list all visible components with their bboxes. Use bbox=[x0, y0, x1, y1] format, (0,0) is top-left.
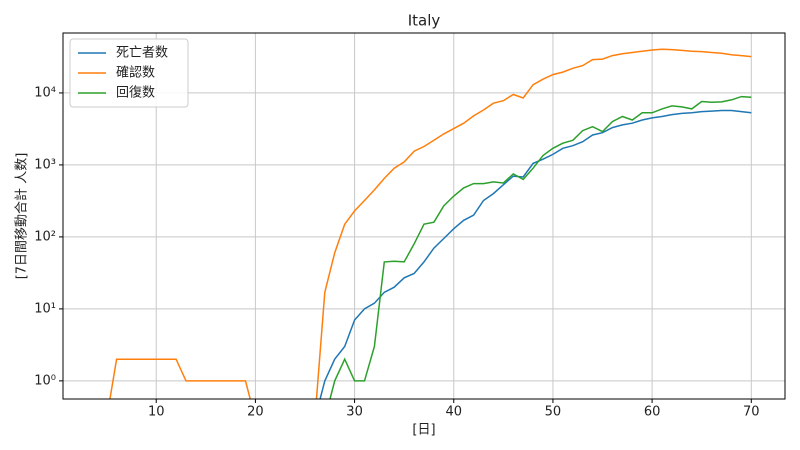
x-tick-label: 60 bbox=[644, 405, 661, 420]
x-tick-label: 70 bbox=[743, 405, 760, 420]
y-tick-label: 10³ bbox=[34, 157, 56, 172]
x-tick-label: 30 bbox=[346, 405, 363, 420]
y-tick-label: 10⁰ bbox=[34, 373, 56, 388]
data-line bbox=[329, 95, 752, 399]
x-tick-label: 10 bbox=[148, 405, 165, 420]
legend-label: 死亡者数 bbox=[116, 46, 168, 61]
plot-frame bbox=[62, 32, 786, 400]
y-axis-label: [7日間移動合計 人数] bbox=[14, 153, 30, 280]
legend-box bbox=[69, 38, 189, 108]
x-tick-label: 20 bbox=[247, 405, 264, 420]
chart-title: Italy bbox=[408, 12, 441, 30]
legend-label: 回復数 bbox=[116, 85, 155, 101]
y-tick-label: 10¹ bbox=[34, 301, 56, 316]
y-tick-label: 10² bbox=[34, 229, 56, 244]
x-tick-label: 50 bbox=[545, 405, 562, 420]
x-tick-label: 40 bbox=[445, 405, 462, 420]
y-tick-label: 10⁴ bbox=[34, 85, 56, 100]
x-axis-label: [日] bbox=[412, 423, 435, 438]
plot-area bbox=[109, 48, 752, 399]
legend-label: 確認数 bbox=[116, 65, 155, 81]
data-line bbox=[109, 48, 752, 399]
data-line bbox=[319, 109, 752, 399]
